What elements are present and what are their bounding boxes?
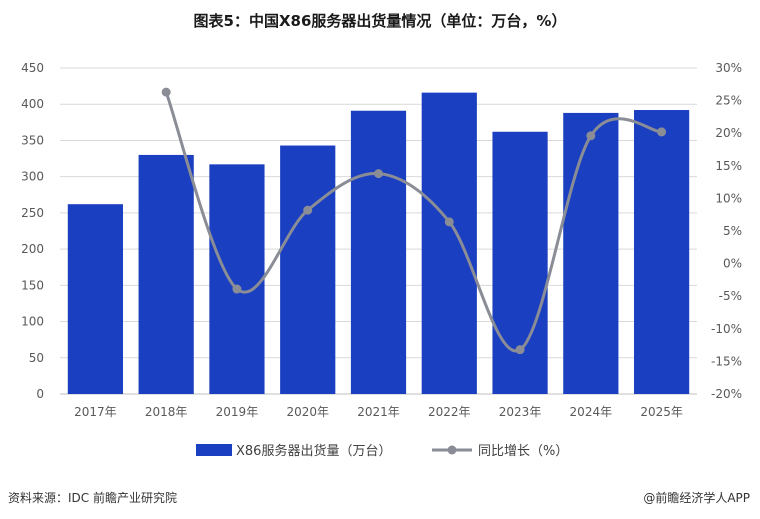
right-axis-tick-label: 30% <box>715 61 742 75</box>
left-axis-tick-label: 150 <box>21 278 44 292</box>
bar-2018年 <box>138 154 194 394</box>
bar-2019年 <box>209 164 265 394</box>
chart-title: 图表5：中国X86服务器出货量情况（单位：万台，%） <box>193 12 567 30</box>
right-y-axis: -20% -15% -10% -5% 0% 5% 10% 15% 20% 25% 30% <box>711 61 742 401</box>
x-axis-tick-label: 2023年 <box>499 405 542 419</box>
bar-2024年 <box>563 112 619 394</box>
growth-point-2022年 <box>444 217 454 227</box>
growth-point-2023年 <box>515 345 525 355</box>
x-axis-tick-label: 2024年 <box>570 405 613 419</box>
left-axis-tick-label: 250 <box>21 206 44 220</box>
growth-point-2025年 <box>657 127 667 137</box>
x-axis: 2017年 2018年 2019年 2020年 2021年 2022年 2023年 2024年… <box>74 405 683 419</box>
legend-line-marker <box>447 445 457 455</box>
legend-bar-label: X86服务器出货量（万台） <box>236 443 391 459</box>
left-axis-tick-label: 450 <box>21 61 44 75</box>
left-axis-tick-label: 400 <box>21 97 44 111</box>
right-axis-tick-label: -5% <box>719 289 742 303</box>
growth-point-2024年 <box>586 131 596 141</box>
growth-point-2019年 <box>232 284 242 294</box>
right-axis-tick-label: -15% <box>711 354 742 368</box>
bar-2025年 <box>634 110 690 395</box>
left-axis-tick-label: 350 <box>21 133 44 147</box>
right-axis-tick-label: -20% <box>711 387 742 401</box>
x-axis-tick-label: 2018年 <box>145 405 188 419</box>
right-axis-tick-label: -10% <box>711 322 742 336</box>
left-axis-tick-label: 0 <box>36 387 44 401</box>
x-axis-tick-label: 2020年 <box>286 405 329 419</box>
bar-series <box>67 92 690 395</box>
right-axis-tick-label: 20% <box>715 126 742 140</box>
legend-bar-swatch <box>196 444 232 456</box>
line-series <box>161 87 667 355</box>
x-axis-tick-label: 2019年 <box>216 405 259 419</box>
growth-point-2021年 <box>374 169 383 179</box>
legend: X86服务器出货量（万台） 同比增长（%） <box>196 443 568 459</box>
x-axis-tick-label: 2025年 <box>640 405 683 419</box>
right-axis-tick-label: 10% <box>715 191 742 205</box>
x-axis-tick-label: 2017年 <box>74 405 117 419</box>
x-axis-tick-label: 2021年 <box>357 405 400 419</box>
right-axis-tick-label: 5% <box>723 224 742 238</box>
bar-2023年 <box>492 131 548 395</box>
bar-2020年 <box>280 145 336 394</box>
left-axis-tick-label: 300 <box>21 170 44 184</box>
watermark-label: @前瞻经济学人APP <box>643 491 750 505</box>
right-axis-tick-label: 25% <box>715 94 742 108</box>
growth-point-2018年 <box>161 87 171 97</box>
legend-line-label: 同比增长（%） <box>478 444 568 459</box>
bar-2017年 <box>67 204 123 394</box>
source-note: 资料来源：IDC 前瞻产业研究院 <box>8 491 177 505</box>
left-axis-tick-label: 50 <box>29 351 44 365</box>
bar-2021年 <box>350 110 407 395</box>
left-y-axis: 0 50 100 150 200 250 300 350 400 450 <box>21 61 44 401</box>
left-axis-tick-label: 100 <box>21 315 44 329</box>
right-axis-tick-label: 0% <box>723 257 742 271</box>
x-axis-tick-label: 2022年 <box>428 405 471 419</box>
growth-point-2020年 <box>303 205 313 215</box>
right-axis-tick-label: 15% <box>715 159 742 173</box>
bar-2022年 <box>421 92 477 395</box>
left-axis-tick-label: 200 <box>21 242 44 256</box>
